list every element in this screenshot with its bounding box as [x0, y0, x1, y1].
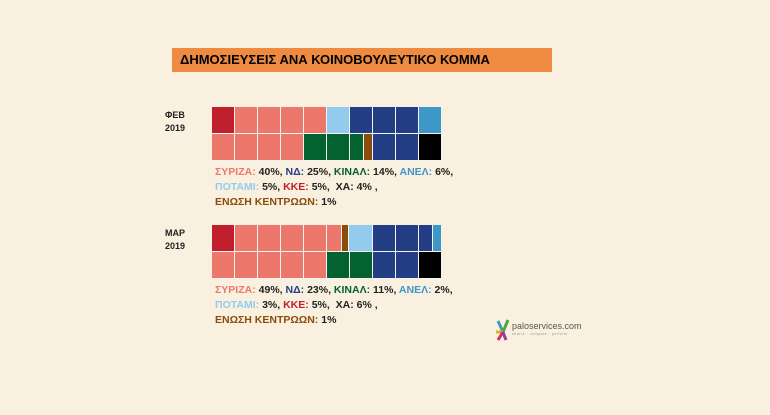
- waffle-cell-syriza: [212, 252, 235, 279]
- waffle-cell-syriza: [235, 252, 258, 279]
- legend-value-potami: 5%: [262, 181, 278, 193]
- waffle-cell-kinal: [304, 134, 327, 161]
- waffle-cell-syriza: [281, 252, 304, 279]
- legend-label-potami: ΠΟΤΑΜΙ:: [215, 299, 260, 311]
- legend-value-syriza: 49%: [258, 284, 280, 296]
- legend-value-enosi: 1%: [321, 314, 337, 326]
- waffle-cell-syriza: [258, 134, 281, 161]
- waffle-cell-syriza: [281, 107, 304, 134]
- waffle-cell-potami: [349, 225, 373, 252]
- waffle-cell-syriza: [304, 252, 327, 279]
- waffle-cell-enosi: [342, 225, 349, 252]
- period-label: ΜΑΡ 2019: [165, 227, 185, 253]
- waffle-cell-syriza: [258, 252, 281, 279]
- legend-label-anel: ΑΝΕΛ:: [399, 166, 433, 178]
- waffle-cell-syriza: [235, 134, 258, 161]
- legend-value-kinal: 11%: [373, 284, 394, 296]
- waffle-cell-syriza: [304, 225, 327, 252]
- legend-value-syriza: 40%: [258, 166, 280, 178]
- waffle-cell-nd: [350, 107, 373, 134]
- waffle-cell-nd: [396, 225, 419, 252]
- legend-value-enosi: 1%: [321, 196, 337, 208]
- legend-value-anel: 2%: [434, 284, 450, 296]
- legend-value-potami: 3%: [262, 299, 278, 311]
- waffle-cell-nd: [396, 252, 419, 279]
- waffle-cell-syriza: [304, 107, 327, 134]
- legend-value-xa: 6%: [356, 299, 372, 311]
- legend-label-enosi: ΕΝΩΣΗ ΚΕΝΤΡΩΩΝ:: [215, 314, 319, 326]
- legend-label-kinal: ΚΙΝΑΛ:: [333, 166, 371, 178]
- waffle-cell-nd: [373, 252, 396, 279]
- waffle-cell-kinal: [327, 134, 350, 161]
- waffle-cell-kinal: [350, 252, 373, 279]
- period-month: ΦΕΒ: [165, 110, 185, 120]
- legend-label-anel: ΑΝΕΛ:: [398, 284, 432, 296]
- waffle-cell-syriza: [235, 107, 258, 134]
- legend-value-nd: 23%: [307, 284, 329, 296]
- legend-label-xa: ΧΑ:: [335, 181, 354, 193]
- waffle-cell-syriza: [212, 134, 235, 161]
- waffle-cell-syriza: [281, 134, 304, 161]
- legend-label-enosi: ΕΝΩΣΗ ΚΕΝΤΡΩΩΝ:: [215, 196, 319, 208]
- waffle-cell-kke: [212, 107, 235, 134]
- legend: ΣΥΡΙΖΑ: 40%, ΝΔ: 25%, ΚΙΝΑΛ: 14%, ΑΝΕΛ: …: [215, 166, 454, 208]
- waffle-cell-syriza: [258, 107, 281, 134]
- palo-logo: paloservices.com search · compare · perf…: [494, 318, 582, 342]
- waffle-cell-anel: [419, 107, 442, 134]
- waffle-cell-syriza: [258, 225, 281, 252]
- period-month: ΜΑΡ: [165, 228, 185, 238]
- waffle-cell-xa: [419, 252, 442, 279]
- waffle-cell-nd: [396, 107, 419, 134]
- period-year: 2019: [165, 241, 186, 251]
- legend-value-anel: 6%: [435, 166, 451, 178]
- waffle-cell-kke: [212, 225, 235, 252]
- waffle-cell-kinal: [350, 134, 364, 161]
- waffle-cell-nd: [396, 134, 419, 161]
- legend-value-nd: 25%: [307, 166, 329, 178]
- waffle-cell-syriza: [327, 225, 342, 252]
- legend-value-kke: 5%: [311, 299, 327, 311]
- period-label: ΦΕΒ 2019: [165, 109, 185, 135]
- waffle-cell-enosi: [364, 134, 373, 161]
- legend-value-kinal: 14%: [373, 166, 395, 178]
- period-year: 2019: [165, 123, 186, 133]
- legend-label-kke: ΚΚΕ:: [283, 299, 309, 311]
- legend-label-potami: ΠΟΤΑΜΙ:: [215, 181, 260, 193]
- chart-title: ΔΗΜΟΣΙΕΥΣΕΙΣ ΑΝΑ ΚΟΙΝΟΒΟΥΛΕΥΤΙΚΟ ΚΟΜΜΑ: [172, 48, 552, 72]
- logo-tagline: search · compare · perform: [512, 332, 568, 336]
- waffle-cell-potami: [327, 107, 350, 134]
- legend-label-kke: ΚΚΕ:: [283, 181, 309, 193]
- waffle-cell-anel: [433, 225, 442, 252]
- legend: ΣΥΡΙΖΑ: 49%, ΝΔ: 23%, ΚΙΝΑΛ: 11%, ΑΝΕΛ: …: [215, 284, 453, 326]
- legend-label-nd: ΝΔ:: [285, 284, 305, 296]
- legend-value-xa: 4%: [356, 181, 372, 193]
- legend-label-syriza: ΣΥΡΙΖΑ:: [215, 166, 256, 178]
- waffle-cell-kinal: [327, 252, 350, 279]
- legend-label-syriza: ΣΥΡΙΖΑ:: [215, 284, 256, 296]
- leaf-logo-icon: [496, 319, 510, 341]
- legend-value-kke: 5%: [311, 181, 327, 193]
- legend-label-nd: ΝΔ:: [285, 166, 305, 178]
- legend-label-xa: ΧΑ:: [335, 299, 354, 311]
- waffle-cell-nd: [373, 107, 396, 134]
- waffle-cell-xa: [419, 134, 442, 161]
- waffle-cell-nd: [419, 225, 433, 252]
- legend-label-kinal: ΚΙΝΑΛ:: [333, 284, 371, 296]
- waffle-cell-nd: [373, 225, 396, 252]
- waffle-cell-syriza: [235, 225, 258, 252]
- waffle-cell-syriza: [281, 225, 304, 252]
- logo-text: paloservices.com: [512, 321, 582, 331]
- waffle-cell-nd: [373, 134, 396, 161]
